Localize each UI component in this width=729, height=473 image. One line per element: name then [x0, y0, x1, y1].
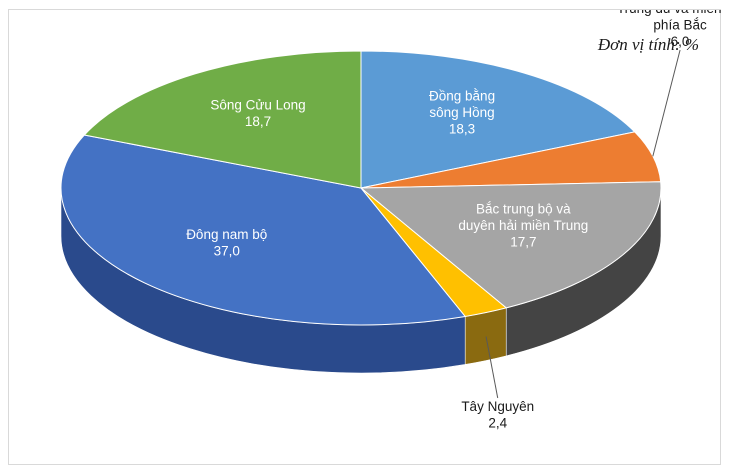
label-dong-nam-bo: Đông nam bộ 37,0 [186, 227, 267, 258]
leader-trung-du-va-mien-nui-phia-bac [652, 49, 681, 157]
slice-song-cuu-long [83, 50, 362, 189]
leader-lines [485, 49, 681, 399]
label-dong-bang-song-hong: Đồng bằng sông Hồng 18,3 [429, 89, 495, 137]
slice-bac-trung-bo-va-duyen-hai-mien-trung [359, 181, 662, 309]
slice-dong-nam-bo [60, 134, 467, 326]
pie-tops [60, 50, 662, 326]
label-song-cuu-long: Sông Cửu Long 18,7 [210, 97, 305, 129]
unit-note: Đơn vị tính: % [597, 35, 699, 54]
label-tay-nguyen: Tây Nguyên 2,4 [461, 399, 534, 431]
leader-tay-nguyen [485, 336, 499, 399]
slice-dong-bang-song-hong [360, 50, 636, 189]
label-bac-trung-bo-va-duyen-hai-mien-trung: Bắc trung bộ và duyên hải miền Trung 17,7 [458, 201, 588, 249]
side-tay-nguyen [464, 307, 507, 365]
pie-sides [60, 187, 662, 374]
